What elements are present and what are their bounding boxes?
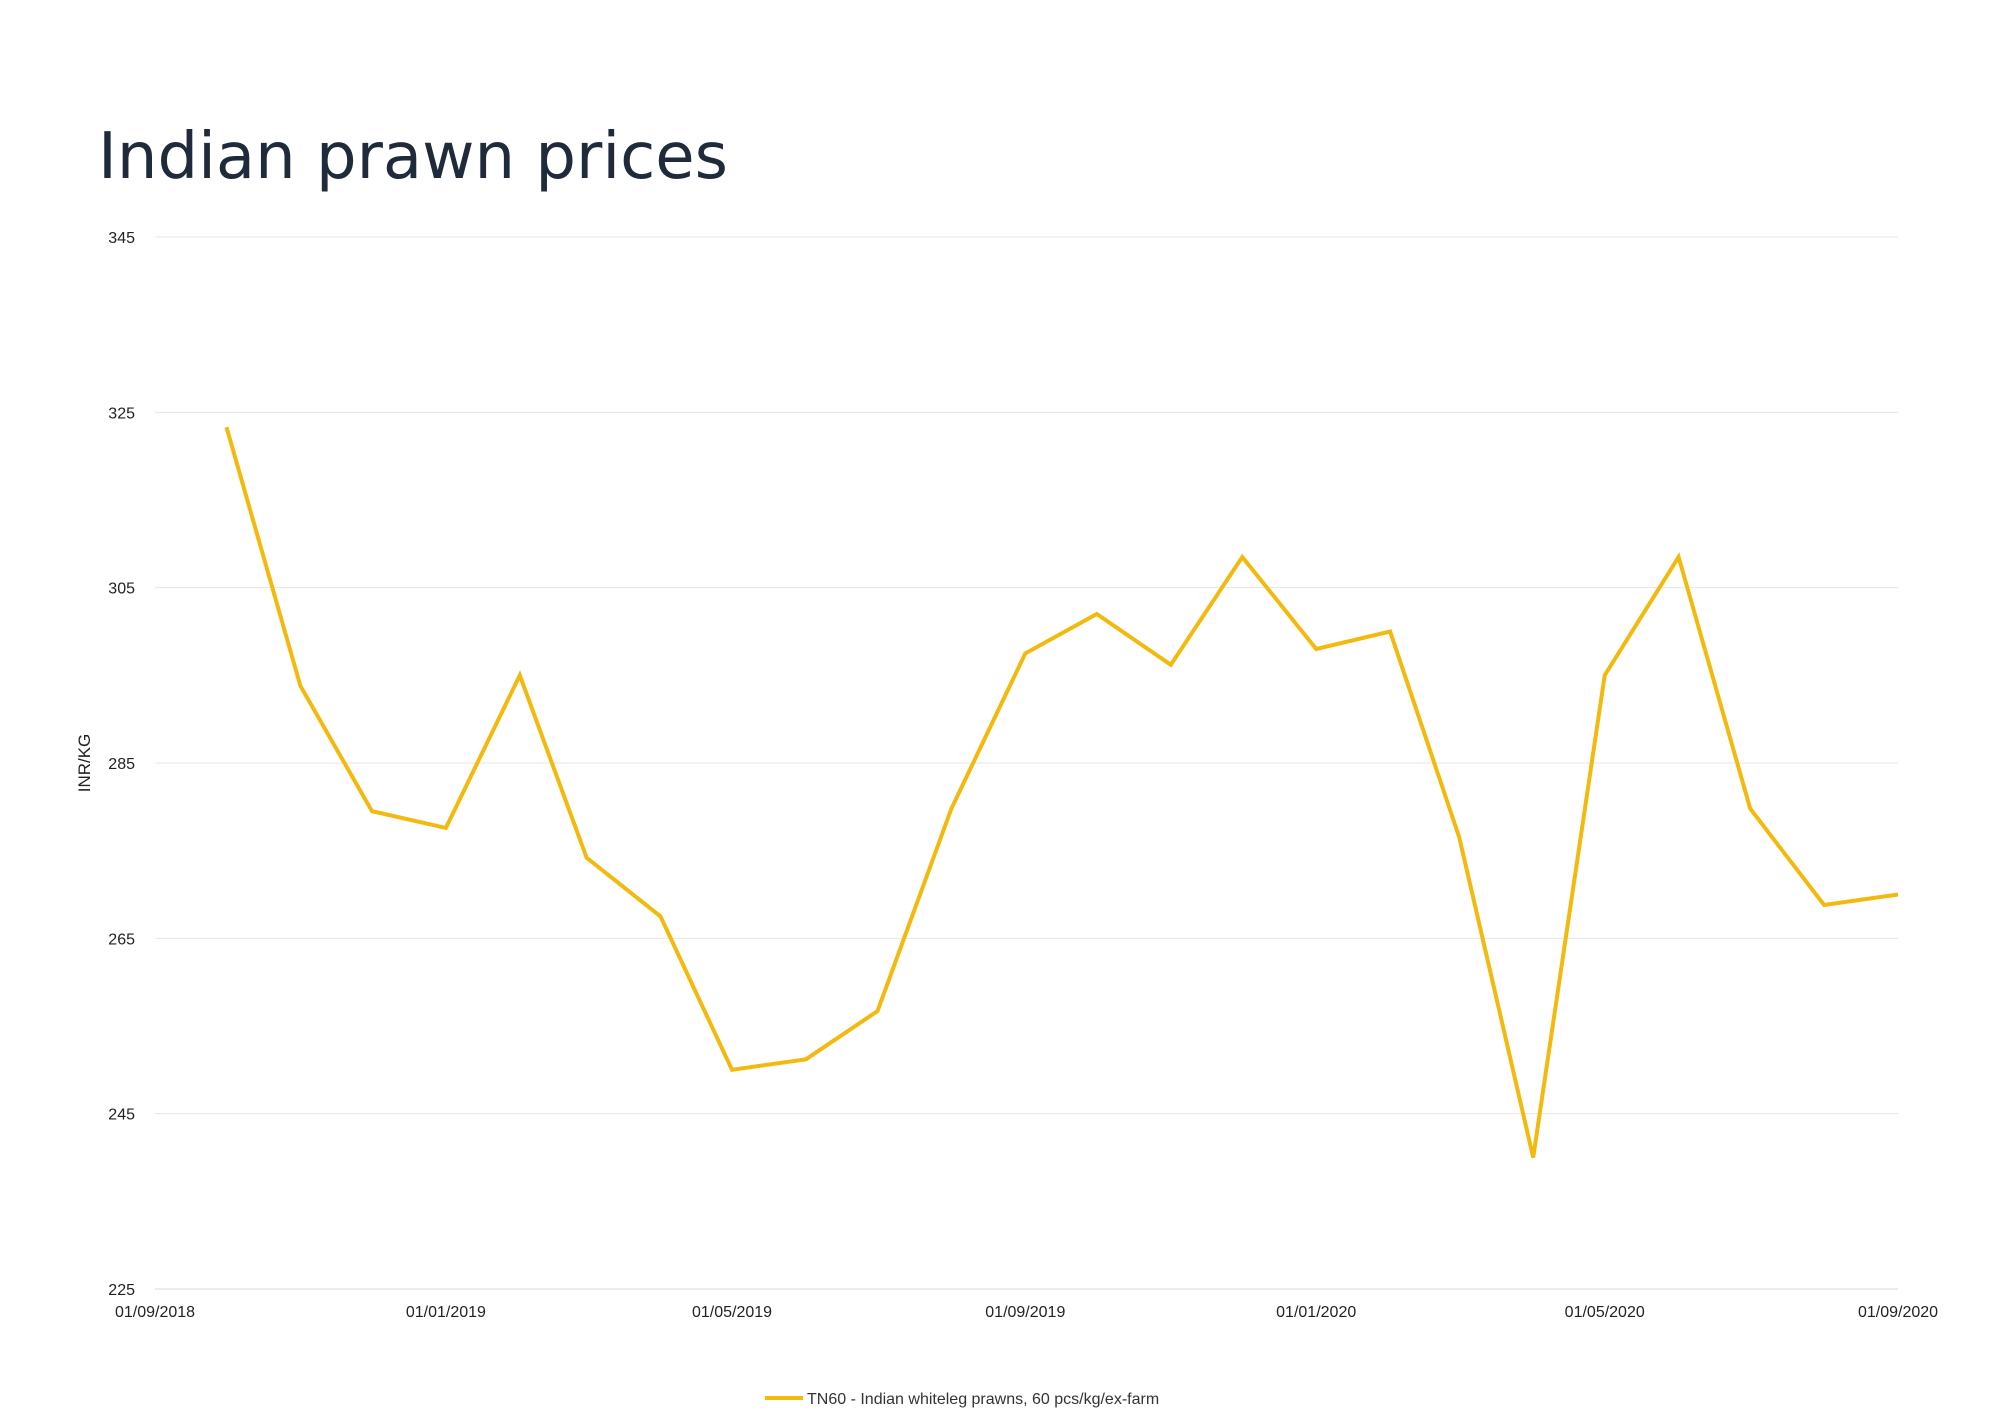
y-tick-label: 245 <box>108 1107 135 1124</box>
x-tick-label: 01/09/2019 <box>985 1304 1065 1321</box>
x-axis-ticks: 01/09/2018 01/01/2019 01/05/2019 01/09/2019… <box>115 1304 1938 1321</box>
x-tick-label: 01/09/2018 <box>115 1304 195 1321</box>
y-tick-label: 265 <box>108 931 135 948</box>
y-tick-label: 285 <box>108 756 135 773</box>
y-tick-label: 325 <box>108 405 135 422</box>
y-axis-ticks: 225 245 265 285 305 325 345 <box>108 230 135 1299</box>
x-tick-label: 01/01/2020 <box>1276 1304 1356 1321</box>
y-tick-label: 305 <box>108 581 135 598</box>
gridlines <box>155 236 1898 1115</box>
series-line-0 <box>224 426 1899 1158</box>
x-tick-label: 01/01/2019 <box>406 1304 486 1321</box>
x-tick-label: 01/09/2020 <box>1858 1304 1938 1321</box>
y-tick-label: 225 <box>108 1282 135 1299</box>
series-group <box>224 426 1899 1158</box>
x-tick-label: 01/05/2020 <box>1565 1304 1645 1321</box>
legend-label: TN60 - Indian whiteleg prawns, 60 pcs/kg… <box>807 1391 1159 1408</box>
y-axis-label: INR/KG <box>75 734 94 793</box>
legend: TN60 - Indian whiteleg prawns, 60 pcs/kg… <box>765 1391 1159 1408</box>
y-tick-label: 345 <box>108 230 135 247</box>
x-tick-label: 01/05/2019 <box>692 1304 772 1321</box>
chart-title: Indian prawn prices <box>98 120 728 194</box>
